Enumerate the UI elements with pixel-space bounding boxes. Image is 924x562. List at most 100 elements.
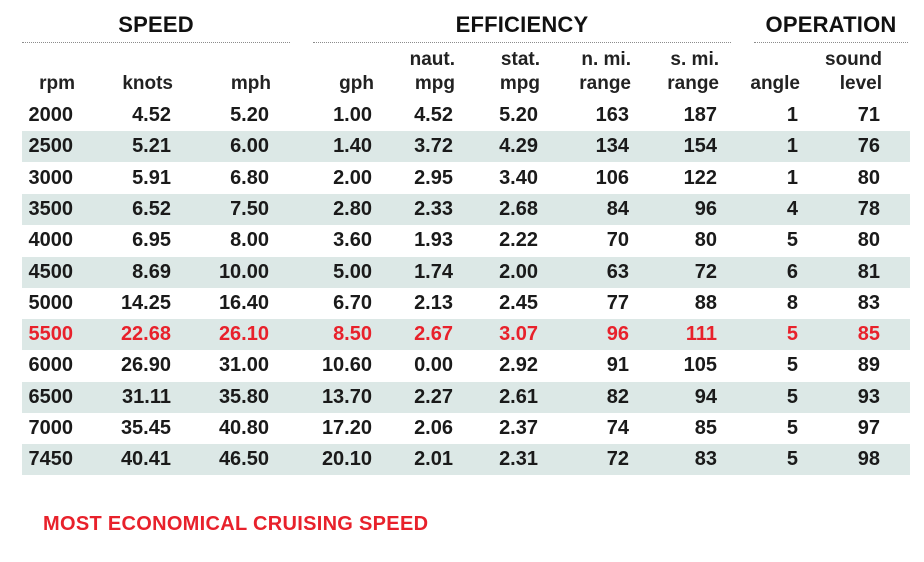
cell-gph: 1.40 bbox=[333, 135, 372, 158]
header-stat-mpg-line-2: mpg bbox=[499, 73, 540, 94]
cell-angle: 5 bbox=[786, 354, 798, 377]
cell-gph: 20.10 bbox=[321, 448, 372, 471]
table-row: 3000 5.91 6.80 2.00 2.95 3.40 106 122 1 80 bbox=[22, 163, 910, 194]
cell-naut-mpg: 3.72 bbox=[414, 135, 453, 158]
cell-knots: 40.41 bbox=[120, 448, 171, 471]
cell-naut-mpg: 2.33 bbox=[414, 197, 453, 220]
header-naut-mpg: naut. mpg bbox=[410, 48, 455, 96]
cell-naut-mpg: 0.00 bbox=[414, 354, 453, 377]
cell-gph: 2.80 bbox=[333, 197, 372, 220]
cell-stat-mpg: 2.00 bbox=[499, 260, 538, 283]
cell-rpm: 4500 bbox=[28, 260, 74, 283]
cell-gph: 1.00 bbox=[333, 104, 372, 126]
cell-mph: 8.00 bbox=[230, 229, 269, 252]
cell-stat-mpg: 2.37 bbox=[499, 417, 538, 439]
cell-naut-mpg: 2.06 bbox=[414, 417, 453, 439]
cell-smi-range: 122 bbox=[683, 166, 717, 189]
cell-naut-mpg: 2.27 bbox=[414, 385, 453, 408]
cell-nmi-range: 91 bbox=[606, 354, 629, 377]
cell-naut-mpg: 1.74 bbox=[414, 260, 453, 283]
header-smi-range: s. mi. range bbox=[667, 48, 719, 96]
cell-stat-mpg: 2.22 bbox=[499, 229, 538, 252]
cell-smi-range: 154 bbox=[683, 135, 717, 158]
cell-nmi-range: 70 bbox=[606, 229, 629, 252]
group-rule-operation bbox=[754, 42, 908, 43]
cell-gph: 13.70 bbox=[321, 385, 372, 408]
table-row: 7000 35.45 40.80 17.20 2.06 2.37 74 85 5 97 bbox=[22, 413, 910, 444]
header-angle-line-1: angle bbox=[750, 73, 800, 94]
cell-mph: 26.10 bbox=[218, 323, 269, 346]
cell-smi-range: 105 bbox=[683, 354, 717, 377]
table-row: 7450 40.41 46.50 20.10 2.01 2.31 72 83 5 98 bbox=[22, 444, 910, 476]
header-sound-level: sound level bbox=[825, 48, 882, 96]
cell-mph: 40.80 bbox=[218, 417, 269, 439]
cell-smi-range: 80 bbox=[694, 229, 717, 252]
cell-sound-level: 78 bbox=[857, 197, 880, 220]
cell-knots: 35.45 bbox=[120, 417, 171, 439]
cell-stat-mpg: 3.07 bbox=[499, 323, 538, 346]
cell-smi-range: 83 bbox=[694, 448, 717, 471]
group-title-efficiency: EFFICIENCY bbox=[455, 12, 589, 37]
cell-stat-mpg: 4.29 bbox=[499, 135, 538, 158]
cell-smi-range: 94 bbox=[694, 385, 717, 408]
cell-mph: 7.50 bbox=[230, 197, 269, 220]
cell-sound-level: 89 bbox=[857, 354, 880, 377]
cell-rpm: 6500 bbox=[28, 385, 74, 408]
group-rule-efficiency bbox=[313, 42, 731, 43]
cell-rpm: 6000 bbox=[28, 354, 74, 377]
group-title-speed: SPEED bbox=[118, 12, 194, 37]
cell-mph: 6.00 bbox=[230, 135, 269, 158]
cell-naut-mpg: 1.93 bbox=[414, 229, 453, 252]
cell-mph: 31.00 bbox=[218, 354, 269, 377]
header-gph-line-1: gph bbox=[339, 73, 374, 94]
cell-nmi-range: 82 bbox=[606, 385, 629, 408]
cell-nmi-range: 106 bbox=[595, 166, 629, 189]
cell-stat-mpg: 3.40 bbox=[499, 166, 538, 189]
cell-smi-range: 187 bbox=[683, 104, 717, 126]
cell-stat-mpg: 2.31 bbox=[499, 448, 538, 471]
cell-angle: 5 bbox=[786, 385, 798, 408]
cell-smi-range: 85 bbox=[694, 417, 717, 439]
cell-nmi-range: 77 bbox=[606, 291, 629, 314]
cell-rpm: 2000 bbox=[28, 104, 74, 126]
cell-sound-level: 85 bbox=[857, 323, 880, 346]
cell-mph: 6.80 bbox=[230, 166, 269, 189]
cell-angle: 5 bbox=[786, 448, 798, 471]
cell-smi-range: 72 bbox=[694, 260, 717, 283]
cell-knots: 5.21 bbox=[132, 135, 171, 158]
cell-gph: 5.00 bbox=[333, 260, 372, 283]
header-knots-line-1: knots bbox=[122, 73, 173, 94]
table-row: 5500 22.68 26.10 8.50 2.67 3.07 96 111 5 85 bbox=[22, 319, 910, 351]
cell-rpm: 4000 bbox=[28, 229, 74, 252]
cell-mph: 16.40 bbox=[218, 291, 269, 314]
cell-nmi-range: 74 bbox=[606, 417, 629, 439]
header-sound-level-line-1: sound bbox=[825, 49, 882, 70]
header-naut-mpg-line-1: naut. bbox=[409, 49, 455, 70]
header-nmi-range-line-2: range bbox=[579, 73, 631, 94]
cell-angle: 6 bbox=[786, 260, 798, 283]
cell-stat-mpg: 2.45 bbox=[499, 291, 538, 314]
cell-mph: 46.50 bbox=[218, 448, 269, 471]
cell-mph: 10.00 bbox=[218, 260, 269, 283]
cell-gph: 6.70 bbox=[333, 291, 372, 314]
cell-knots: 5.91 bbox=[132, 166, 171, 189]
legend-most-economical: MOST ECONOMICAL CRUISING SPEED bbox=[43, 513, 429, 535]
group-title-operation: OPERATION bbox=[765, 12, 897, 37]
cell-sound-level: 83 bbox=[857, 291, 880, 314]
cell-gph: 8.50 bbox=[333, 323, 372, 346]
table-row: 5000 14.25 16.40 6.70 2.13 2.45 77 88 8 83 bbox=[22, 288, 910, 319]
cell-nmi-range: 72 bbox=[606, 448, 629, 471]
cell-nmi-range: 84 bbox=[606, 197, 629, 220]
header-knots: knots bbox=[122, 72, 173, 96]
header-nmi-range-line-1: n. mi. bbox=[581, 49, 631, 70]
cell-knots: 26.90 bbox=[120, 354, 171, 377]
table-row: 4000 6.95 8.00 3.60 1.93 2.22 70 80 5 80 bbox=[22, 225, 910, 256]
cell-knots: 22.68 bbox=[120, 323, 171, 346]
cell-angle: 5 bbox=[786, 229, 798, 252]
cell-naut-mpg: 2.67 bbox=[414, 323, 453, 346]
cell-sound-level: 71 bbox=[857, 104, 880, 126]
header-naut-mpg-line-2: mpg bbox=[414, 73, 455, 94]
cell-nmi-range: 134 bbox=[595, 135, 629, 158]
cell-nmi-range: 96 bbox=[606, 323, 629, 346]
cell-knots: 8.69 bbox=[132, 260, 171, 283]
